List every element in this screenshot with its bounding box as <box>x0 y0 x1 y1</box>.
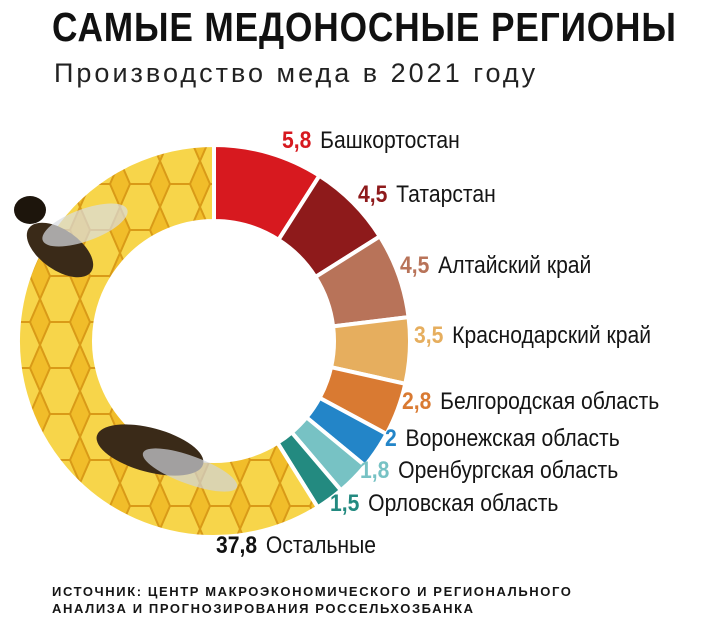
slice-label: 2,8 Белгородская область <box>402 388 659 416</box>
source-note: ИСТОЧНИК: ЦЕНТР МАКРОЭКОНОМИЧЕСКОГО И РЕ… <box>52 583 572 617</box>
slice-category: Оренбургская область <box>398 457 619 484</box>
slice-value: 4,5 <box>400 252 430 279</box>
slice-label: 1,8 Оренбургская область <box>360 457 618 485</box>
slice-label: 3,5 Краснодарский край <box>414 322 651 350</box>
slice-label: 37,8 Остальные <box>216 532 376 560</box>
slice-label: 4,5 Алтайский край <box>400 252 591 280</box>
slice-value: 1,5 <box>330 490 360 517</box>
slice-category: Башкортостан <box>320 127 460 154</box>
slice-label: 4,5 Татарстан <box>358 181 496 209</box>
slice-value: 4,5 <box>358 181 388 208</box>
slice-category: Краснодарский край <box>452 322 652 349</box>
slice-label: 1,5 Орловская область <box>330 490 558 518</box>
slice-category: Орловская область <box>368 490 559 517</box>
slice-category: Белгородская область <box>440 388 660 415</box>
slice-value: 37,8 <box>216 532 258 559</box>
slice-category: Татарстан <box>396 181 496 208</box>
slice-value: 1,8 <box>360 457 390 484</box>
slice-value: 5,8 <box>282 127 312 154</box>
bee-wing <box>142 448 238 492</box>
bee-wing <box>42 203 128 247</box>
page-subtitle: Производство меда в 2021 году <box>54 58 539 88</box>
slice-category: Алтайский край <box>438 252 592 279</box>
source-line-1: ИСТОЧНИК: ЦЕНТР МАКРОЭКОНОМИЧЕСКОГО И РЕ… <box>52 584 573 599</box>
slice-label: 2 Воронежская область <box>385 425 620 453</box>
bee-head <box>14 196 46 224</box>
slice-value: 3,5 <box>414 322 444 349</box>
source-line-2: АНАЛИЗА И ПРОГНОЗИРОВАНИЯ РОССЕЛЬХОЗБАНК… <box>52 601 475 616</box>
page-title: САМЫЕ МЕДОНОСНЫЕ РЕГИОНЫ <box>52 4 677 50</box>
slice-category: Воронежская область <box>405 425 620 452</box>
slice-category: Остальные <box>265 532 377 559</box>
slice-label: 5,8 Башкортостан <box>282 127 460 155</box>
bee-illustration <box>14 196 238 492</box>
slice-value: 2,8 <box>402 388 432 415</box>
slice-value: 2 <box>385 425 397 452</box>
